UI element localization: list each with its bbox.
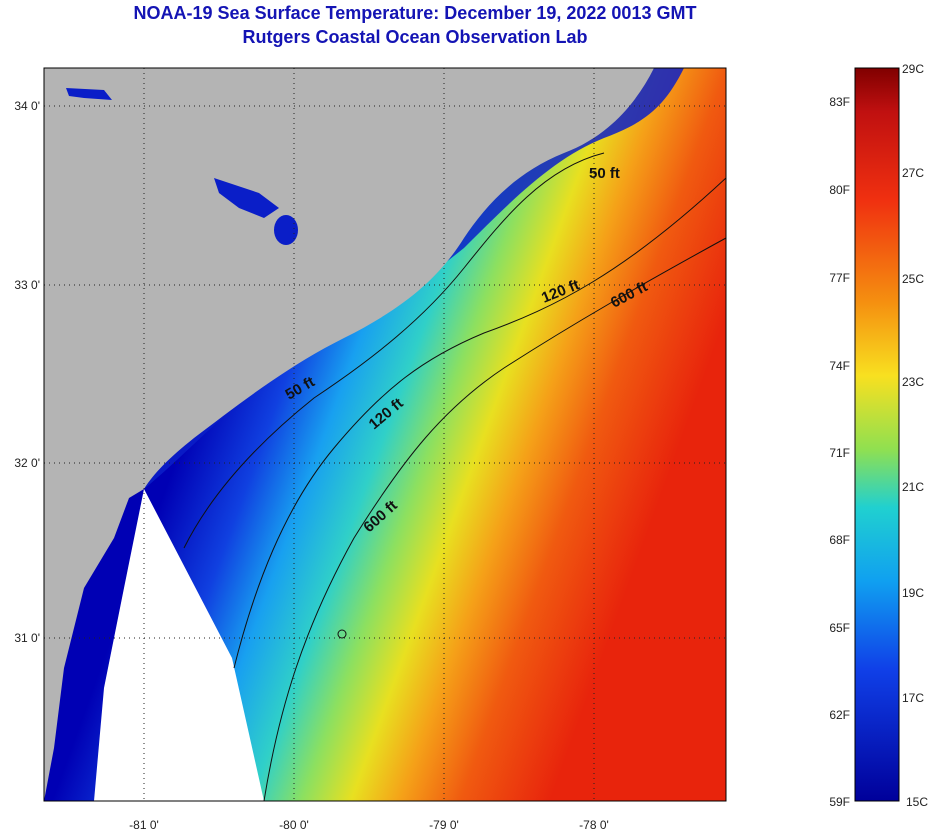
lake (274, 215, 298, 245)
cb-f-71: 71F (829, 446, 850, 460)
isobath-600ft (263, 237, 726, 801)
cb-c-21: 21C (902, 480, 924, 494)
cb-f-80: 80F (829, 183, 850, 197)
river-channel (214, 178, 279, 218)
contour-label-50ft-north: 50 ft (589, 165, 620, 182)
cb-f-59: 59F (829, 795, 850, 809)
lat-tick-33: 33 0' (14, 278, 40, 292)
lon-tick-78: -78 0' (579, 818, 609, 832)
lon-tick-79: -79 0' (429, 818, 459, 832)
colorbar-celsius-labels: 29C 27C 25C 23C 21C 19C 17C 15C (902, 62, 928, 809)
graticule (44, 68, 726, 801)
isobath-120ft (233, 177, 726, 669)
cb-c-29: 29C (902, 62, 924, 76)
cb-f-65: 65F (829, 621, 850, 635)
cb-c-23: 23C (902, 375, 924, 389)
cb-f-77: 77F (829, 271, 850, 285)
map-title: NOAA-19 Sea Surface Temperature: Decembe… (133, 3, 697, 23)
colorbar (854, 67, 900, 802)
land-mass (44, 68, 654, 801)
lat-tick-34: 34 0' (14, 99, 40, 113)
cb-c-17: 17C (902, 691, 924, 705)
cb-f-62: 62F (829, 708, 850, 722)
cb-f-83: 83F (829, 95, 850, 109)
cb-c-25: 25C (902, 272, 924, 286)
map-frame (43, 67, 727, 802)
isobath-50ft (183, 152, 605, 549)
no-data-swath (94, 489, 264, 801)
lat-tick-31: 31 0' (14, 631, 40, 645)
map-subtitle: Rutgers Coastal Ocean Observation Lab (242, 27, 588, 47)
lat-tick-32: 32 0' (14, 456, 40, 470)
buoy-marker (337, 629, 347, 639)
lon-tick-80: -80 0' (279, 818, 309, 832)
colorbar-fahrenheit-labels: 83F 80F 77F 74F 71F 68F 65F 62F 59F (829, 95, 850, 809)
cb-c-27: 27C (902, 166, 924, 180)
cb-c-19: 19C (902, 586, 924, 600)
lon-tick-81: -81 0' (129, 818, 159, 832)
cb-f-68: 68F (829, 533, 850, 547)
lake-north (66, 88, 112, 100)
cb-f-74: 74F (829, 359, 850, 373)
cb-c-15: 15C (906, 795, 928, 809)
